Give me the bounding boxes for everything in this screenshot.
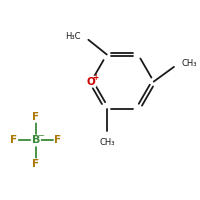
Text: H₃C: H₃C [66,32,81,41]
Text: F: F [10,135,18,145]
Text: −: − [38,131,45,140]
Text: CH₃: CH₃ [181,59,197,68]
Text: +: + [92,73,98,82]
Text: CH₃: CH₃ [99,138,115,147]
Text: F: F [32,112,39,122]
Text: B: B [32,135,40,145]
Text: O: O [87,77,96,87]
Text: F: F [32,159,39,169]
Text: F: F [54,135,61,145]
